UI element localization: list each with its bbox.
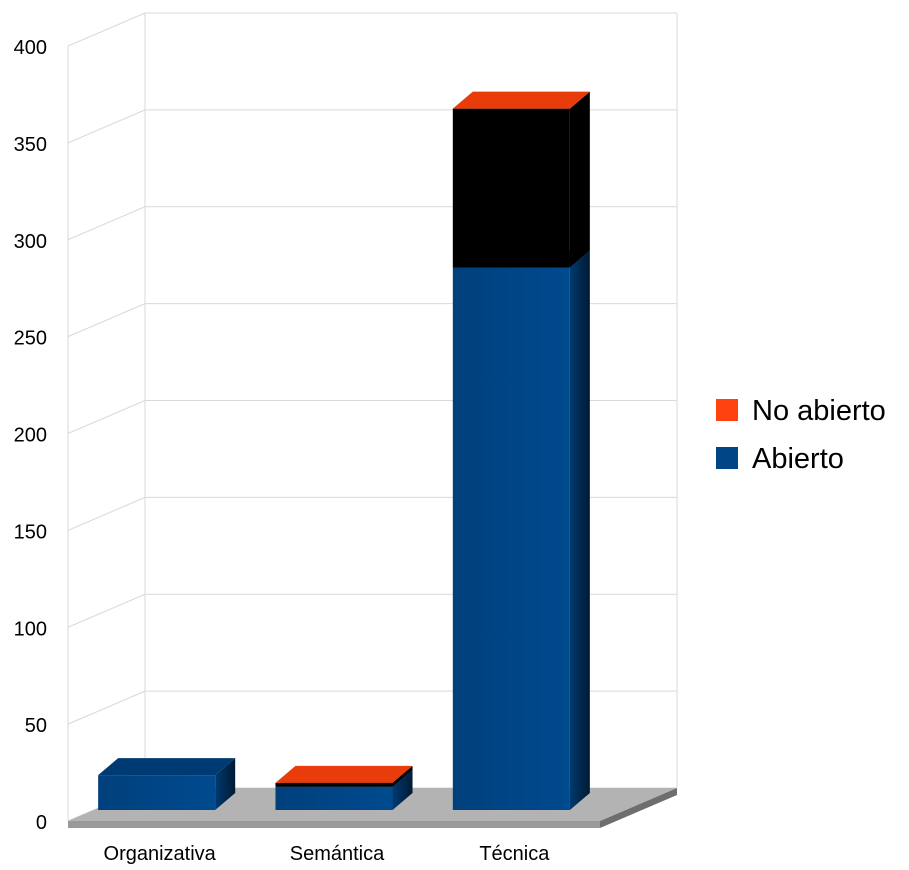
y-tick-label: 400 <box>14 37 47 59</box>
floor-side <box>600 788 677 828</box>
bar-top <box>275 765 413 783</box>
gridline-side <box>67 303 146 338</box>
y-axis-tick-labels: 0 50 100 150 200 250 300 350 400 <box>14 37 47 834</box>
floor-front <box>68 821 600 828</box>
x-tick-label: Organizativa <box>104 843 217 865</box>
bar-front <box>98 775 216 810</box>
bar-front <box>275 782 393 787</box>
y-tick-label: 150 <box>14 521 47 543</box>
bar-front <box>452 108 570 268</box>
bar-segment <box>452 250 590 810</box>
x-axis-tick-labels: Organizativa Semántica Técnica <box>104 843 551 865</box>
legend: No abierto Abierto <box>716 395 886 475</box>
gridline-side <box>67 496 146 531</box>
bar-segment <box>275 765 413 787</box>
y-tick-label: 250 <box>14 328 47 350</box>
legend-item: Abierto <box>716 443 844 475</box>
gridline-side <box>67 109 146 144</box>
bar-side <box>215 758 236 810</box>
legend-swatch <box>716 447 738 469</box>
y-tick-label: 50 <box>25 715 47 737</box>
y-tick-label: 200 <box>14 425 47 447</box>
bar-front <box>275 786 393 810</box>
bar-side <box>392 769 413 810</box>
legend-label: No abierto <box>752 395 886 427</box>
y-tick-label: 350 <box>14 134 47 156</box>
bar-top <box>452 91 590 109</box>
legend-item: No abierto <box>716 395 886 427</box>
bars-layer <box>98 91 590 810</box>
gridline-side <box>67 690 146 725</box>
legend-swatch <box>716 399 738 421</box>
bar-side <box>569 91 590 268</box>
bar-front <box>452 267 570 810</box>
y-tick-label: 100 <box>14 618 47 640</box>
x-tick-label: Semántica <box>290 843 385 865</box>
gridline-side <box>67 400 146 434</box>
y-tick-label: 300 <box>14 231 47 253</box>
legend-label: Abierto <box>752 443 844 475</box>
gridline-side <box>67 206 146 241</box>
gridline-side <box>67 12 146 47</box>
bar-segment <box>452 91 590 268</box>
gridline-side <box>67 593 146 628</box>
bar-segment <box>98 758 236 810</box>
bar-side <box>569 250 590 810</box>
y-tick-label: 0 <box>36 812 47 834</box>
bar-side <box>392 765 413 787</box>
bar-top <box>98 758 236 776</box>
x-tick-label: Técnica <box>479 843 550 865</box>
